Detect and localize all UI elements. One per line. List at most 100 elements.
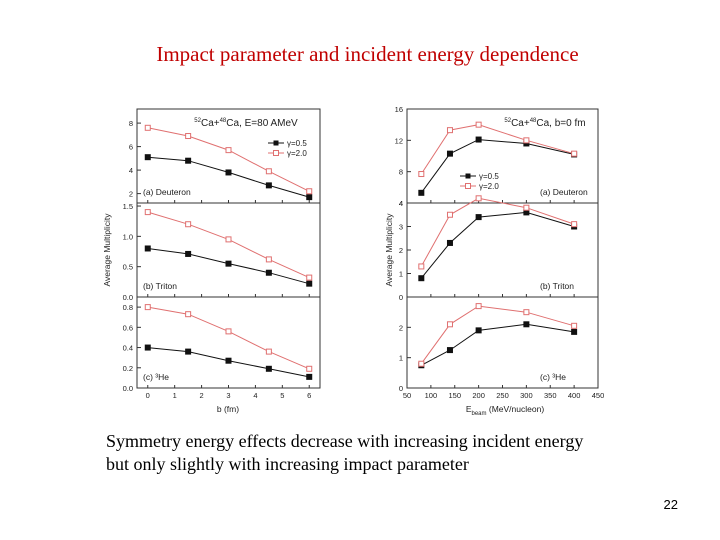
x-tick-label: 2: [200, 391, 204, 400]
right-chart-title: 52Ca+48Ca, b=0 fm: [504, 118, 585, 129]
data-point-stiff: [523, 137, 530, 144]
data-point-soft: [185, 250, 192, 257]
left-xlabel: b (fm): [217, 404, 239, 414]
data-point-soft: [185, 348, 192, 355]
data-point-soft: [475, 136, 482, 143]
x-tick-label: 5: [280, 391, 284, 400]
data-point-stiff: [523, 204, 530, 211]
data-point-stiff: [225, 236, 232, 243]
data-point-stiff: [265, 348, 272, 355]
data-point-soft: [265, 182, 272, 189]
data-point-stiff: [306, 274, 313, 281]
data-point-soft: [306, 194, 313, 201]
y-tick-label: 0.4: [123, 344, 133, 353]
y-tick-label: 0.0: [123, 384, 133, 393]
x-tick-label: 350: [544, 391, 557, 400]
data-point-soft: [523, 321, 530, 328]
data-point-stiff: [225, 328, 232, 335]
panel-label: (b) Triton: [540, 281, 574, 291]
slide-caption: Symmetry energy effects decrease with in…: [106, 430, 706, 476]
panel-label: (c) ³He: [143, 372, 169, 382]
left-legend: γ=0.5 γ=2.0: [268, 139, 307, 158]
data-point-stiff: [144, 304, 151, 311]
legend-marker-stiff: [273, 150, 279, 156]
y-tick-label: 4: [399, 199, 403, 208]
legend-marker-soft: [273, 140, 279, 146]
x-tick-label: 450: [592, 391, 605, 400]
data-point-stiff: [571, 221, 578, 228]
right-legend-stiff: γ=2.0: [479, 182, 499, 191]
left-chart-title: 52Ca+48Ca, E=80 AMeV: [194, 118, 298, 129]
data-point-stiff: [475, 303, 482, 310]
left-ylabel: Average Multiplicity: [102, 213, 112, 287]
right-legend-soft: γ=0.5: [479, 172, 499, 181]
left-legend-soft: γ=0.5: [287, 139, 307, 148]
data-point-stiff: [265, 256, 272, 263]
panel-label: (b) Triton: [143, 281, 177, 291]
right-legend: γ=0.5 γ=2.0: [460, 172, 499, 191]
data-point-stiff: [571, 322, 578, 329]
legend-marker-stiff: [465, 183, 471, 189]
data-point-soft: [475, 214, 482, 221]
data-point-soft: [144, 154, 151, 161]
data-point-stiff: [418, 263, 425, 270]
data-point-soft: [418, 275, 425, 282]
y-tick-label: 8: [399, 168, 403, 177]
page-number: 22: [663, 497, 678, 512]
data-point-soft: [446, 347, 453, 354]
right-xlabel: Ebeam (MeV/nucleon): [466, 404, 544, 417]
x-tick-label: 100: [425, 391, 438, 400]
y-tick-label: 2: [129, 190, 133, 199]
panel-label: (a) Deuteron: [143, 187, 191, 197]
x-tick-label: 300: [520, 391, 533, 400]
data-point-soft: [144, 245, 151, 252]
x-tick-label: 6: [307, 391, 311, 400]
series-line-soft: [420, 211, 575, 279]
x-tick-label: 50: [403, 391, 411, 400]
y-tick-label: 1.5: [123, 202, 133, 211]
data-point-stiff: [475, 121, 482, 128]
data-point-soft: [306, 373, 313, 380]
data-point-soft: [446, 150, 453, 157]
data-point-soft: [225, 169, 232, 176]
plot-layer: 2 4 6 8 (a) Deuteron 0.0 0.5 1.0 1.5 (b) Triton 0.…: [123, 105, 605, 400]
data-point-soft: [418, 189, 425, 196]
data-point-soft: [265, 269, 272, 276]
y-tick-label: 1: [399, 354, 403, 363]
data-point-stiff: [225, 147, 232, 154]
x-tick-label: 0: [146, 391, 150, 400]
x-tick-label: 3: [226, 391, 230, 400]
x-tick-label: 1: [173, 391, 177, 400]
x-tick-label: 200: [472, 391, 485, 400]
data-point-stiff: [144, 209, 151, 216]
data-point-stiff: [446, 211, 453, 218]
left-legend-stiff: γ=2.0: [287, 149, 307, 158]
data-point-stiff: [523, 309, 530, 316]
series-line-stiff: [420, 197, 575, 267]
data-point-stiff: [306, 365, 313, 372]
x-tick-label: 400: [568, 391, 581, 400]
x-tick-label: 250: [496, 391, 509, 400]
data-point-soft: [225, 260, 232, 267]
y-tick-label: 0.6: [123, 323, 133, 332]
y-tick-label: 0.8: [123, 303, 133, 312]
caption-line-2: but only slightly with increasing impact…: [106, 454, 469, 474]
y-tick-label: 0.0: [123, 293, 133, 302]
panel-label: (c) ³He: [540, 372, 566, 382]
data-point-soft: [144, 344, 151, 351]
y-tick-label: 0.5: [123, 263, 133, 272]
panel-frame: [406, 296, 599, 389]
data-point-stiff: [185, 221, 192, 228]
y-tick-label: 2: [399, 323, 403, 332]
y-tick-label: 16: [395, 105, 403, 114]
y-tick-label: 12: [395, 136, 403, 145]
y-tick-label: 0.2: [123, 364, 133, 373]
data-point-stiff: [185, 311, 192, 318]
legend-marker-soft: [465, 173, 471, 179]
x-tick-label: 150: [448, 391, 461, 400]
series-line-stiff: [420, 305, 575, 364]
data-point-stiff: [144, 124, 151, 131]
data-point-soft: [446, 239, 453, 246]
data-point-stiff: [418, 171, 425, 178]
